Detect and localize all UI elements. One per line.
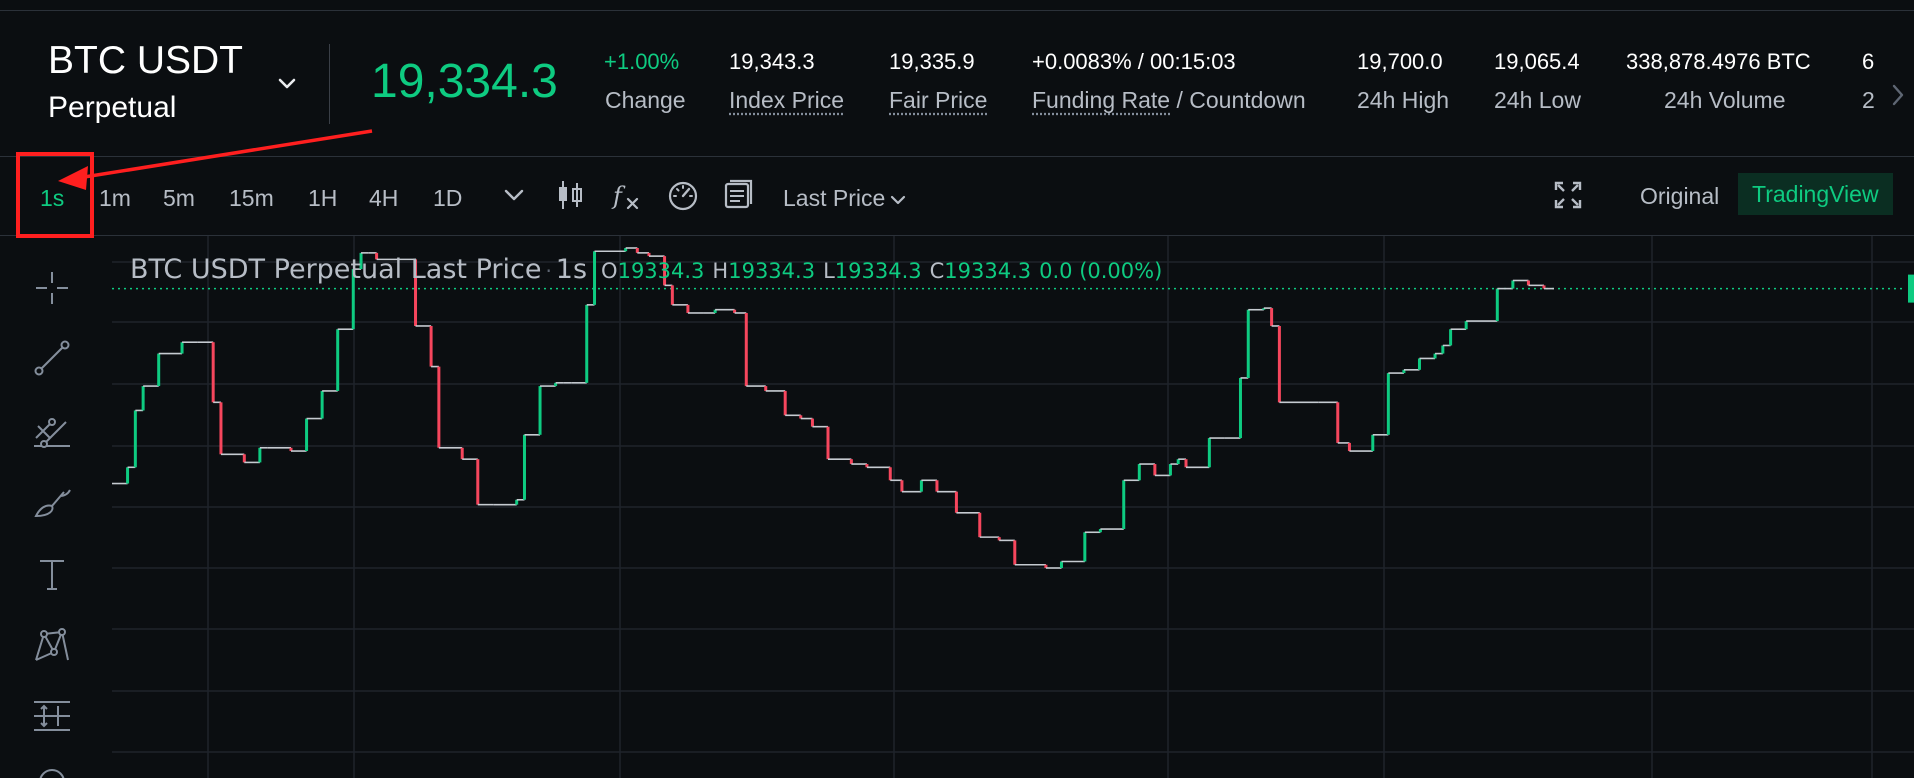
stat-value: 19,065.4: [1494, 49, 1580, 74]
stat-label[interactable]: Fair Price: [889, 87, 988, 113]
stat-value: 19,335.9: [889, 49, 975, 74]
legend-change: 0.0 (0.00%): [1039, 259, 1163, 283]
view-tradingview-button[interactable]: TradingView: [1738, 173, 1893, 215]
timeframe-1h[interactable]: 1H: [308, 185, 338, 211]
legend-low-label: L: [823, 259, 835, 283]
stat-value: +1.00%: [604, 49, 680, 74]
market-header: BTC USDT Perpetual 19,334.3 +1.00% Chang…: [0, 11, 1914, 156]
pattern-icon[interactable]: [30, 624, 74, 668]
header-divider: [329, 44, 330, 124]
stat-value: 6: [1862, 49, 1875, 74]
stat-truncated: 6 2: [1862, 11, 1880, 121]
chart-canvas[interactable]: [112, 236, 1914, 778]
stat-label: 2: [1862, 87, 1875, 113]
timeframe-15m[interactable]: 15m: [229, 185, 274, 211]
legend-close: 19334.3: [944, 259, 1032, 283]
parallel-channel-icon[interactable]: [30, 408, 74, 452]
top-divider: [0, 10, 1914, 11]
funding-rate-label[interactable]: Funding Rate: [1032, 87, 1171, 113]
legend-close-label: C: [929, 259, 945, 283]
stat-label[interactable]: Index Price: [729, 87, 845, 113]
stat-value: 19,343.3: [729, 49, 815, 74]
timeframe-1d[interactable]: 1D: [433, 185, 463, 211]
chevron-down-icon[interactable]: [496, 177, 532, 213]
stat-label: 24h High: [1357, 87, 1450, 113]
chevron-right-icon[interactable]: [1888, 81, 1908, 109]
partial-tool-icon[interactable]: [30, 760, 74, 778]
drawing-tools-sidebar: [0, 236, 110, 778]
price-chart[interactable]: BTC USDT Perpetual Last Price · 1s O19334.3…: [112, 236, 1914, 778]
header-bottom-divider: [0, 156, 1914, 157]
stat-label: Funding Rate / Countdown: [1032, 87, 1306, 114]
legend-separator: ·: [545, 259, 552, 283]
toolbar-bottom-divider: [0, 235, 1914, 236]
chart-toolbar: 1s 1m 5m 15m 1H 4H 1D f Last Price Origi…: [0, 157, 1914, 235]
crosshair-icon[interactable]: [30, 266, 74, 310]
chart-legend: BTC USDT Perpetual Last Price · 1s O19334.3…: [130, 254, 1170, 285]
stat-value: +0.0083% / 00:15:03: [1032, 49, 1236, 74]
stat-label: 24h Low: [1494, 87, 1581, 113]
gauge-icon[interactable]: [665, 177, 701, 213]
countdown-label: / Countdown: [1170, 87, 1306, 113]
legend-open: 19334.3: [617, 259, 705, 283]
timeframe-5m[interactable]: 5m: [163, 185, 195, 211]
brush-icon[interactable]: [30, 480, 74, 524]
view-original-button[interactable]: Original: [1640, 183, 1720, 209]
legend-low: 19334.3: [834, 259, 922, 283]
legend-title: BTC USDT Perpetual Last Price: [130, 254, 542, 285]
timeframe-4h[interactable]: 4H: [369, 185, 399, 211]
legend-high-label: H: [712, 259, 729, 283]
last-price-marker: [1908, 274, 1914, 303]
trendline-icon[interactable]: [30, 336, 74, 380]
symbol-name[interactable]: BTC USDT: [48, 39, 243, 82]
svg-text:f: f: [611, 182, 626, 210]
fullscreen-icon[interactable]: [1550, 177, 1586, 213]
chevron-down-icon[interactable]: [274, 71, 300, 97]
function-icon[interactable]: f: [609, 177, 645, 213]
price-type-select[interactable]: Last Price: [783, 185, 907, 212]
legend-high: 19334.3: [728, 259, 816, 283]
layers-icon[interactable]: [720, 177, 756, 213]
stat-value: 338,878.4976 BTC: [1626, 49, 1811, 74]
timeframe-1m[interactable]: 1m: [99, 185, 131, 211]
legend-open-label: O: [601, 259, 618, 283]
text-icon[interactable]: [30, 552, 74, 596]
stat-label: 24h Volume: [1664, 87, 1786, 113]
stat-label: Change: [605, 87, 686, 113]
measure-icon[interactable]: [30, 694, 74, 738]
annotation-highlight-box: [16, 152, 94, 238]
last-price: 19,334.3: [371, 55, 558, 108]
price-type-label: Last Price: [783, 185, 886, 211]
contract-type[interactable]: Perpetual: [48, 91, 177, 124]
candlestick-icon[interactable]: [552, 177, 588, 213]
legend-interval: 1s: [555, 254, 588, 285]
stat-value: 19,700.0: [1357, 49, 1443, 74]
chevron-down-icon: [891, 195, 906, 205]
